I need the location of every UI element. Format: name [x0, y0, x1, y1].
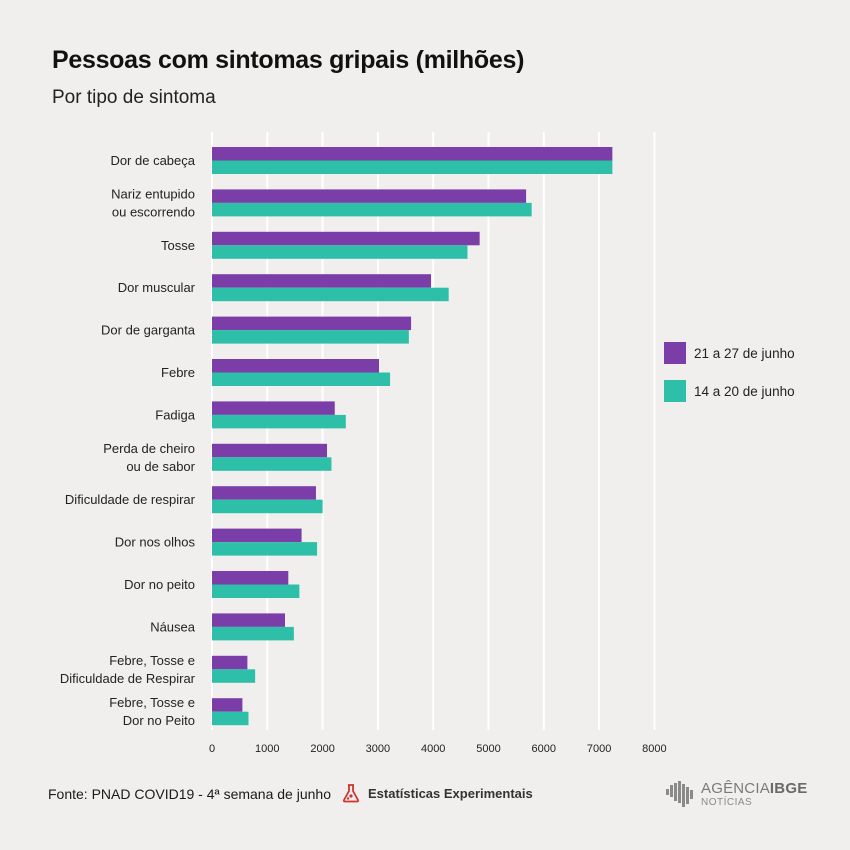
- chart-title: Pessoas com sintomas gripais (milhões): [52, 46, 525, 74]
- bar-series-2: [212, 584, 300, 598]
- category-label: Náusea: [150, 619, 196, 634]
- legend-item-series-1: 21 a 27 de junho: [664, 341, 795, 365]
- bar-series-1: [212, 274, 431, 288]
- bar-series-2: [212, 626, 294, 641]
- x-tick-label: 7000: [587, 743, 611, 755]
- bar-series-2: [212, 245, 468, 259]
- category-label: Dor nos olhos: [115, 535, 196, 550]
- category-label: Febre: [161, 365, 195, 380]
- bar-series-1: [212, 698, 243, 712]
- x-tick-label: 4000: [421, 743, 445, 755]
- category-label: Febre, Tosse e Dor no Peito: [109, 695, 195, 728]
- bar-series-2: [212, 414, 346, 429]
- legend: 21 a 27 de junho 14 a 20 de junho: [664, 341, 795, 417]
- x-tick-label: 8000: [642, 743, 666, 755]
- source-note: Fonte: PNAD COVID19 - 4ª semana de junho: [48, 786, 331, 802]
- bar-series-1: [212, 189, 527, 203]
- x-tick-label: 5000: [476, 743, 500, 755]
- bar-series-1: [212, 147, 613, 161]
- x-tick-label: 3000: [366, 743, 390, 755]
- category-label: Tosse: [161, 238, 195, 253]
- bar-series-1: [212, 528, 302, 543]
- x-tick-label: 1000: [255, 743, 279, 755]
- experimental-stats-badge: Estatísticas Experimentais: [342, 783, 533, 803]
- category-label: Febre, Tosse e Dificuldade de Respirar: [60, 653, 196, 686]
- x-tick-label: 2000: [310, 743, 334, 755]
- bar-series-1: [212, 231, 480, 246]
- bar-series-2: [212, 542, 318, 556]
- category-label: Nariz entupido ou escorrendo: [111, 186, 195, 219]
- bar-series-1: [212, 486, 316, 500]
- bar-chart: Dor de cabeça Nariz entupido ou escorrendo…: [60, 132, 667, 755]
- legend-label-series-1: 21 a 27 de junho: [694, 345, 795, 361]
- bar-series-1: [212, 655, 248, 670]
- bar-series-2: [212, 669, 256, 683]
- category-label: Fadiga: [155, 407, 196, 422]
- x-tick-label: 0: [209, 743, 215, 755]
- agencia-ibge-logo: AGÊNCIAIBGE NOTÍCIAS: [666, 781, 807, 808]
- ibge-mark-icon: [666, 781, 693, 807]
- x-axis-ticks: 0 1000 2000 3000 4000 5000 6000 7000 8000: [209, 743, 667, 755]
- logo-brand-bold: IBGE: [769, 780, 808, 797]
- x-tick-label: 6000: [532, 743, 556, 755]
- bar-series-1: [212, 443, 328, 458]
- legend-label-series-2: 14 a 20 de junho: [694, 383, 795, 399]
- bar-series-2: [212, 711, 249, 726]
- category-label: Dificuldade de respirar: [65, 492, 196, 507]
- bar-series-1: [212, 613, 285, 627]
- category-labels: Dor de cabeça Nariz entupido ou escorrendo…: [60, 153, 196, 728]
- category-label: Dor muscular: [118, 280, 196, 295]
- bar-series-1: [212, 359, 380, 373]
- category-label: Dor de garganta: [101, 323, 196, 338]
- bar-series-1: [212, 316, 412, 331]
- bar-series-1: [212, 571, 289, 585]
- bars: [212, 147, 613, 726]
- bar-series-2: [212, 202, 532, 217]
- bar-series-2: [212, 287, 449, 302]
- bar-series-2: [212, 330, 409, 344]
- bar-series-2: [212, 160, 613, 174]
- legend-swatch-series-1: [664, 342, 686, 364]
- experimental-stats-label: Estatísticas Experimentais: [368, 785, 533, 801]
- category-label: Dor de cabeça: [110, 153, 195, 168]
- category-label: Dor no peito: [124, 577, 195, 592]
- category-label: Perda de cheiro ou de sabor: [103, 441, 195, 474]
- chart-subtitle: Por tipo de sintoma: [52, 87, 216, 108]
- bar-series-2: [212, 457, 332, 471]
- flask-icon: [342, 784, 360, 803]
- logo-sub: NOTÍCIAS: [701, 797, 753, 808]
- bar-series-1: [212, 401, 335, 415]
- bar-series-2: [212, 372, 391, 386]
- legend-swatch-series-2: [664, 380, 686, 402]
- bar-series-2: [212, 499, 323, 514]
- logo-brand-light: AGÊNCIA: [701, 780, 770, 797]
- legend-item-series-2: 14 a 20 de junho: [664, 379, 795, 403]
